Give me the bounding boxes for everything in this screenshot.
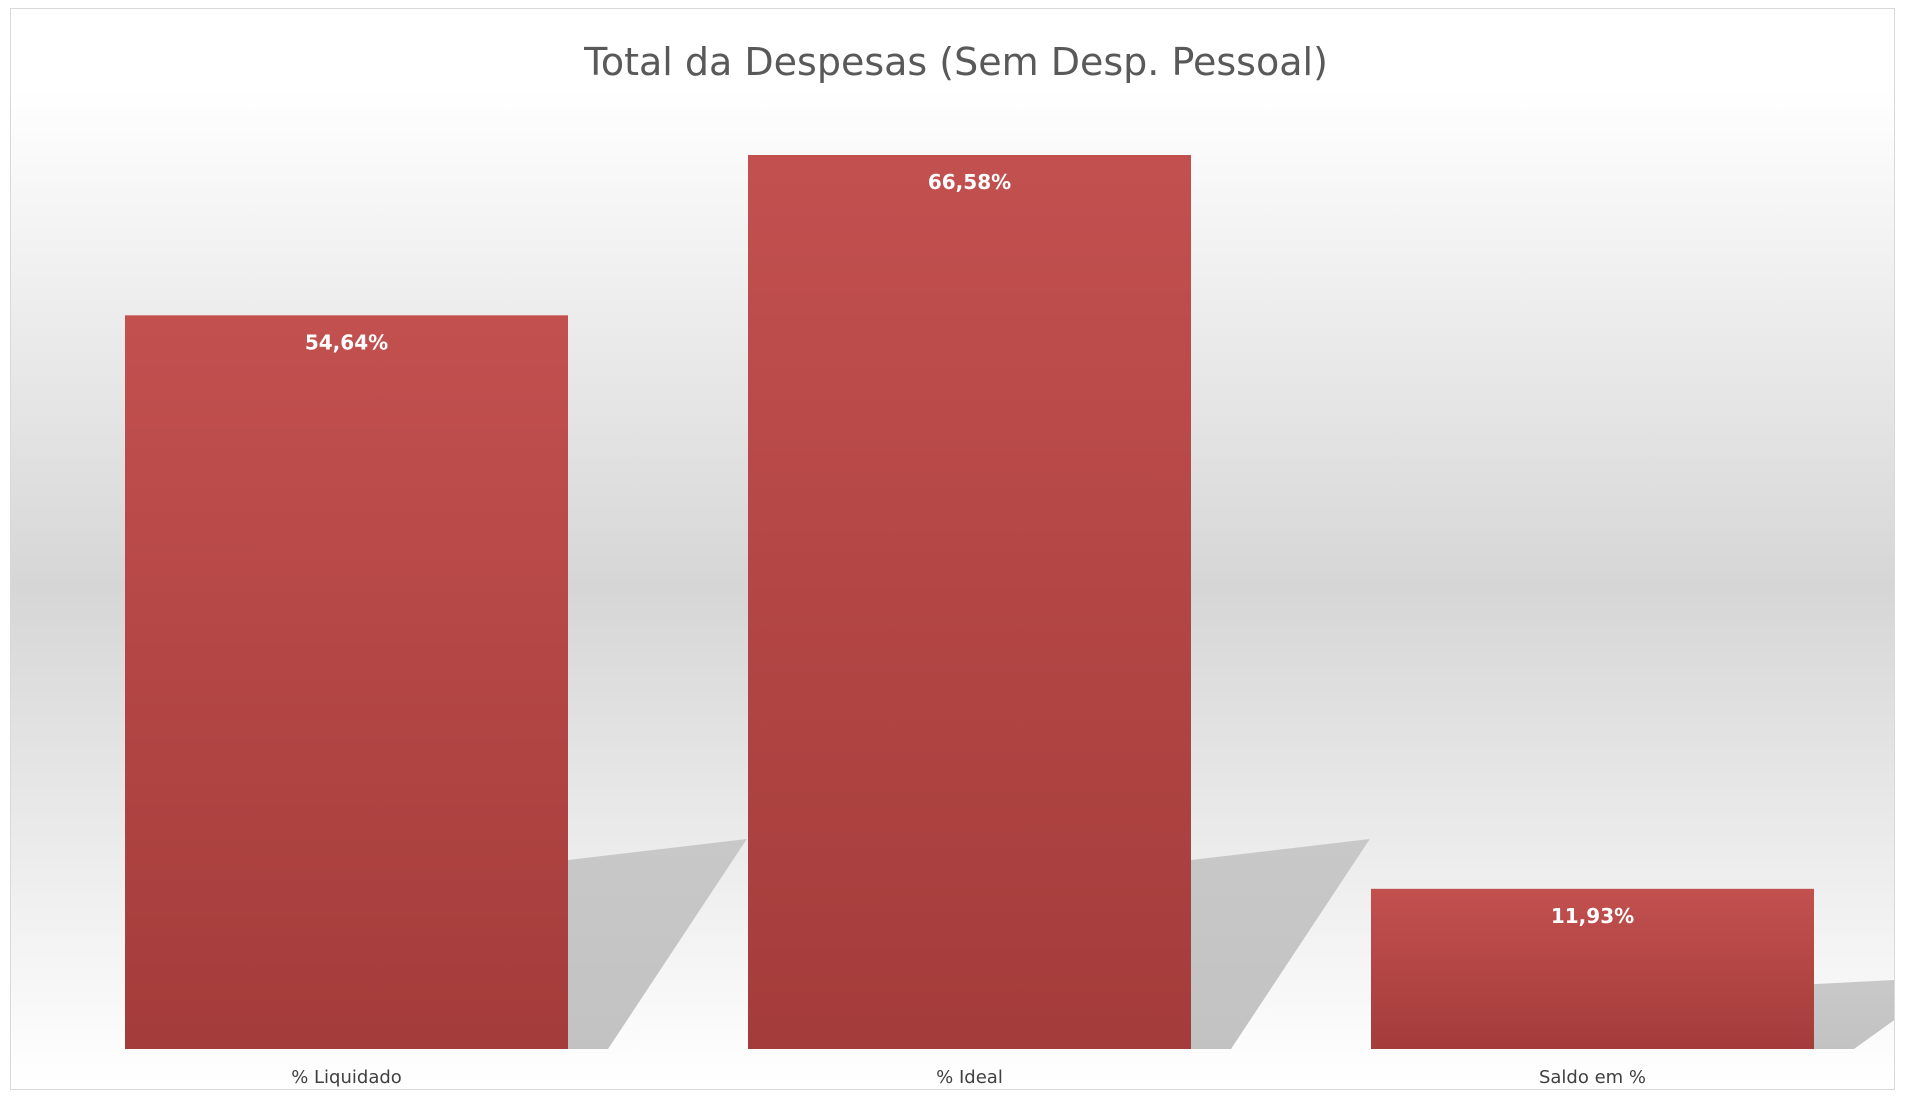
bar-shadows (568, 839, 1894, 1049)
data-label-3: 11,93% (1551, 904, 1634, 928)
category-axis: % Liquidado % Ideal Saldo em % (291, 1067, 1646, 1088)
data-label-2: 66,58% (928, 170, 1011, 194)
x-tick-label-2: % Ideal (936, 1067, 1003, 1088)
chart-frame: Total da Despesas (Sem Desp. Pessoal) 54… (10, 8, 1895, 1090)
data-labels: 54,64% 66,58% 11,93% (305, 170, 1634, 928)
bar-shadow (1191, 839, 1370, 1049)
bar-chart: Total da Despesas (Sem Desp. Pessoal) 54… (11, 40, 1894, 1088)
bar-2 (748, 155, 1191, 1049)
chart-title: Total da Despesas (Sem Desp. Pessoal) (583, 40, 1328, 84)
bar-1 (125, 315, 568, 1049)
bar-3 (1371, 888, 1814, 1049)
x-tick-label-1: % Liquidado (291, 1067, 402, 1088)
bar-shadow (568, 839, 747, 1049)
data-label-1: 54,64% (305, 330, 388, 354)
bar-shadow (1814, 980, 1894, 1049)
x-tick-label-3: Saldo em % (1539, 1067, 1646, 1088)
bars (125, 155, 1814, 1049)
